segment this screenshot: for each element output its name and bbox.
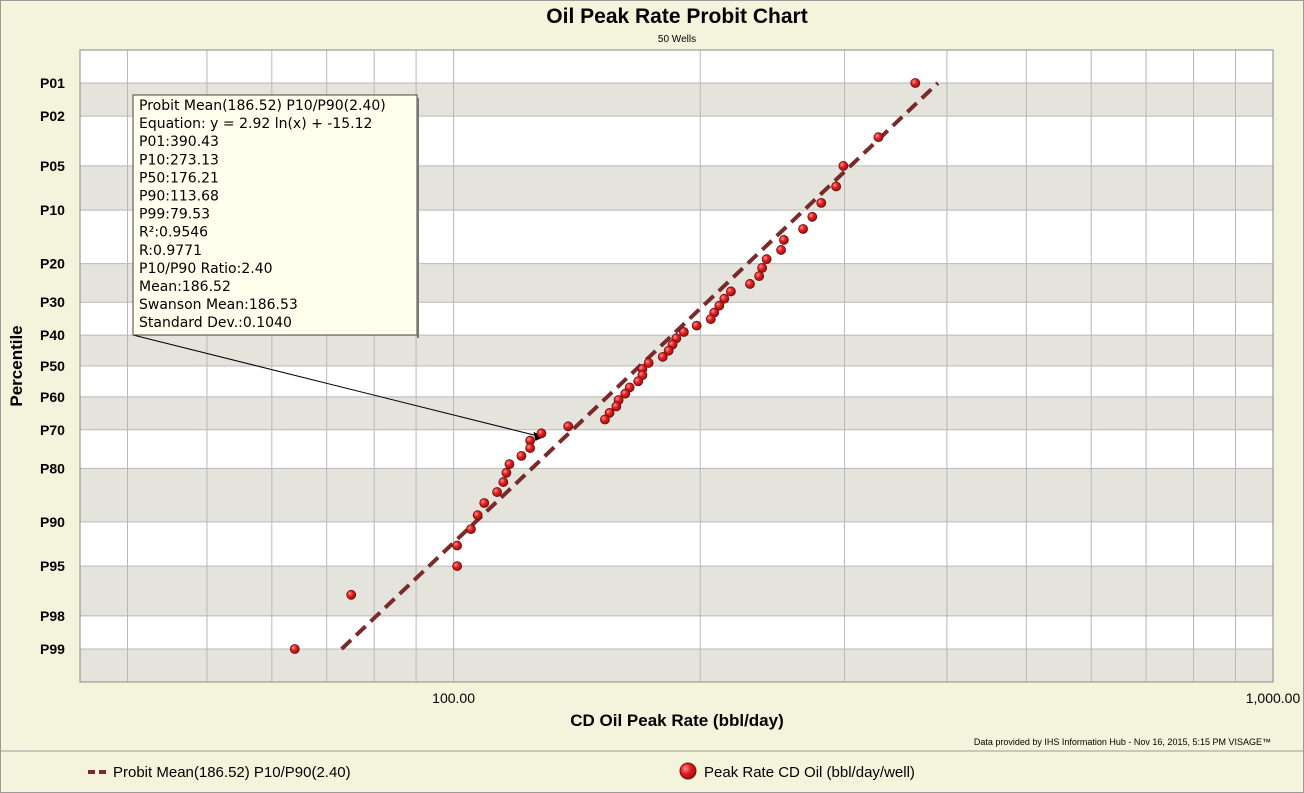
background-band <box>80 429 1273 469</box>
callout-shadow <box>417 98 419 338</box>
data-point <box>745 279 755 289</box>
data-point <box>798 224 808 234</box>
x-tick-label: 1,000.00 <box>1246 690 1301 706</box>
data-point <box>633 376 644 387</box>
data-credit: Data provided by IHS Information Hub - N… <box>974 737 1271 747</box>
data-point <box>501 467 512 478</box>
callout-line: R²:0.9546 <box>139 225 208 241</box>
callout-line: P90:113.68 <box>139 189 219 205</box>
data-point <box>705 314 716 325</box>
background-band <box>80 396 1273 430</box>
background-band <box>80 366 1273 397</box>
callout-line: Mean:186.52 <box>139 279 231 295</box>
callout-line: Swanson Mean:186.53 <box>139 297 298 313</box>
callout-line: Standard Dev.:0.1040 <box>139 315 292 331</box>
y-tick-label: P80 <box>40 460 65 476</box>
y-axis-title: Percentile <box>7 325 26 406</box>
y-tick-label: P95 <box>40 558 65 574</box>
callout-line: Equation: y = 2.92 ln(x) + -15.12 <box>139 116 372 132</box>
y-tick-label: P98 <box>40 608 65 624</box>
data-point <box>726 286 736 297</box>
y-tick-label: P10 <box>40 202 65 218</box>
chart-subtitle: 50 Wells <box>658 34 696 45</box>
data-point <box>472 510 483 521</box>
background-band <box>80 566 1273 616</box>
data-point <box>754 271 765 282</box>
data-point <box>452 561 463 571</box>
plot-border <box>79 49 1274 683</box>
chart-title: Oil Peak Rate Probit Chart <box>546 5 807 28</box>
data-point <box>779 235 789 245</box>
y-tick-label: P40 <box>40 327 65 343</box>
data-point <box>757 262 768 273</box>
data-point <box>691 320 702 331</box>
data-point <box>525 443 536 453</box>
data-point <box>604 407 615 418</box>
data-point <box>516 450 527 461</box>
data-point <box>611 401 622 412</box>
callout-line: R:0.9771 <box>139 243 202 259</box>
legend-marker-symbol <box>679 762 697 780</box>
callout-line: P50:176.21 <box>139 170 219 186</box>
callout-line: P10/P90 Ratio:2.40 <box>139 261 273 277</box>
y-tick-label: P70 <box>40 422 65 438</box>
data-point <box>678 327 689 337</box>
data-point <box>620 388 631 399</box>
y-tick-label: P01 <box>40 75 65 91</box>
data-point <box>466 524 476 535</box>
data-point <box>719 293 730 304</box>
data-point <box>910 78 921 88</box>
x-tick-labels: 100.00 1,000.00 <box>432 690 1300 706</box>
legend: Probit Mean(186.52) P10/P90(2.40) Peak R… <box>88 762 915 781</box>
data-point <box>289 644 300 654</box>
y-tick-label: P05 <box>40 158 65 174</box>
data-point <box>873 132 884 143</box>
callout-line: P01:390.43 <box>139 134 219 150</box>
data-point <box>838 161 849 171</box>
x-tick-label: 100.00 <box>432 690 475 706</box>
data-point <box>816 197 827 208</box>
data-point <box>761 254 772 265</box>
legend-label-data: Peak Rate CD Oil (bbl/day/well) <box>704 764 915 781</box>
data-point <box>536 428 547 439</box>
legend-label-fit: Probit Mean(186.52) P10/P90(2.40) <box>113 764 351 781</box>
callout-box <box>132 94 418 336</box>
data-point <box>452 540 463 551</box>
background-band <box>80 615 1273 649</box>
background-band <box>80 50 1273 83</box>
y-tick-label: P50 <box>40 358 65 374</box>
data-point <box>807 211 818 222</box>
data-point <box>714 300 725 311</box>
data-point <box>498 477 509 487</box>
data-point <box>663 345 674 356</box>
data-point <box>346 589 357 600</box>
y-tick-label: P30 <box>40 294 65 310</box>
callout-line: P99:79.53 <box>139 207 210 223</box>
background-band <box>80 521 1273 567</box>
data-point <box>563 421 574 432</box>
y-tick-label: P02 <box>40 108 65 124</box>
y-tick-label: P90 <box>40 514 65 530</box>
y-tick-label: P99 <box>40 641 65 657</box>
y-tick-label: P60 <box>40 389 65 405</box>
data-point <box>643 358 654 368</box>
data-point <box>504 459 515 470</box>
data-point <box>492 487 502 497</box>
data-point <box>479 498 490 508</box>
data-markers <box>289 78 921 654</box>
data-point <box>600 414 610 425</box>
data-point <box>831 181 842 192</box>
data-point <box>776 245 786 255</box>
x-axis-title: CD Oil Peak Rate (bbl/day) <box>570 711 784 730</box>
callout-line: Probit Mean(186.52) P10/P90(2.40) <box>139 98 386 114</box>
callout-leader-line <box>132 334 542 438</box>
data-point <box>657 351 668 362</box>
background-band <box>80 468 1273 522</box>
annotation-callout: Probit Mean(186.52) P10/P90(2.40) Equatio… <box>132 94 545 441</box>
callout-line: P10:273.13 <box>139 152 219 168</box>
y-tick-labels: P01 P02 P05 P10 P20 P30 P40 P50 P60 P70 P80 P90 P95 P… <box>40 75 65 657</box>
background-band <box>80 649 1273 682</box>
y-tick-label: P20 <box>40 256 65 272</box>
